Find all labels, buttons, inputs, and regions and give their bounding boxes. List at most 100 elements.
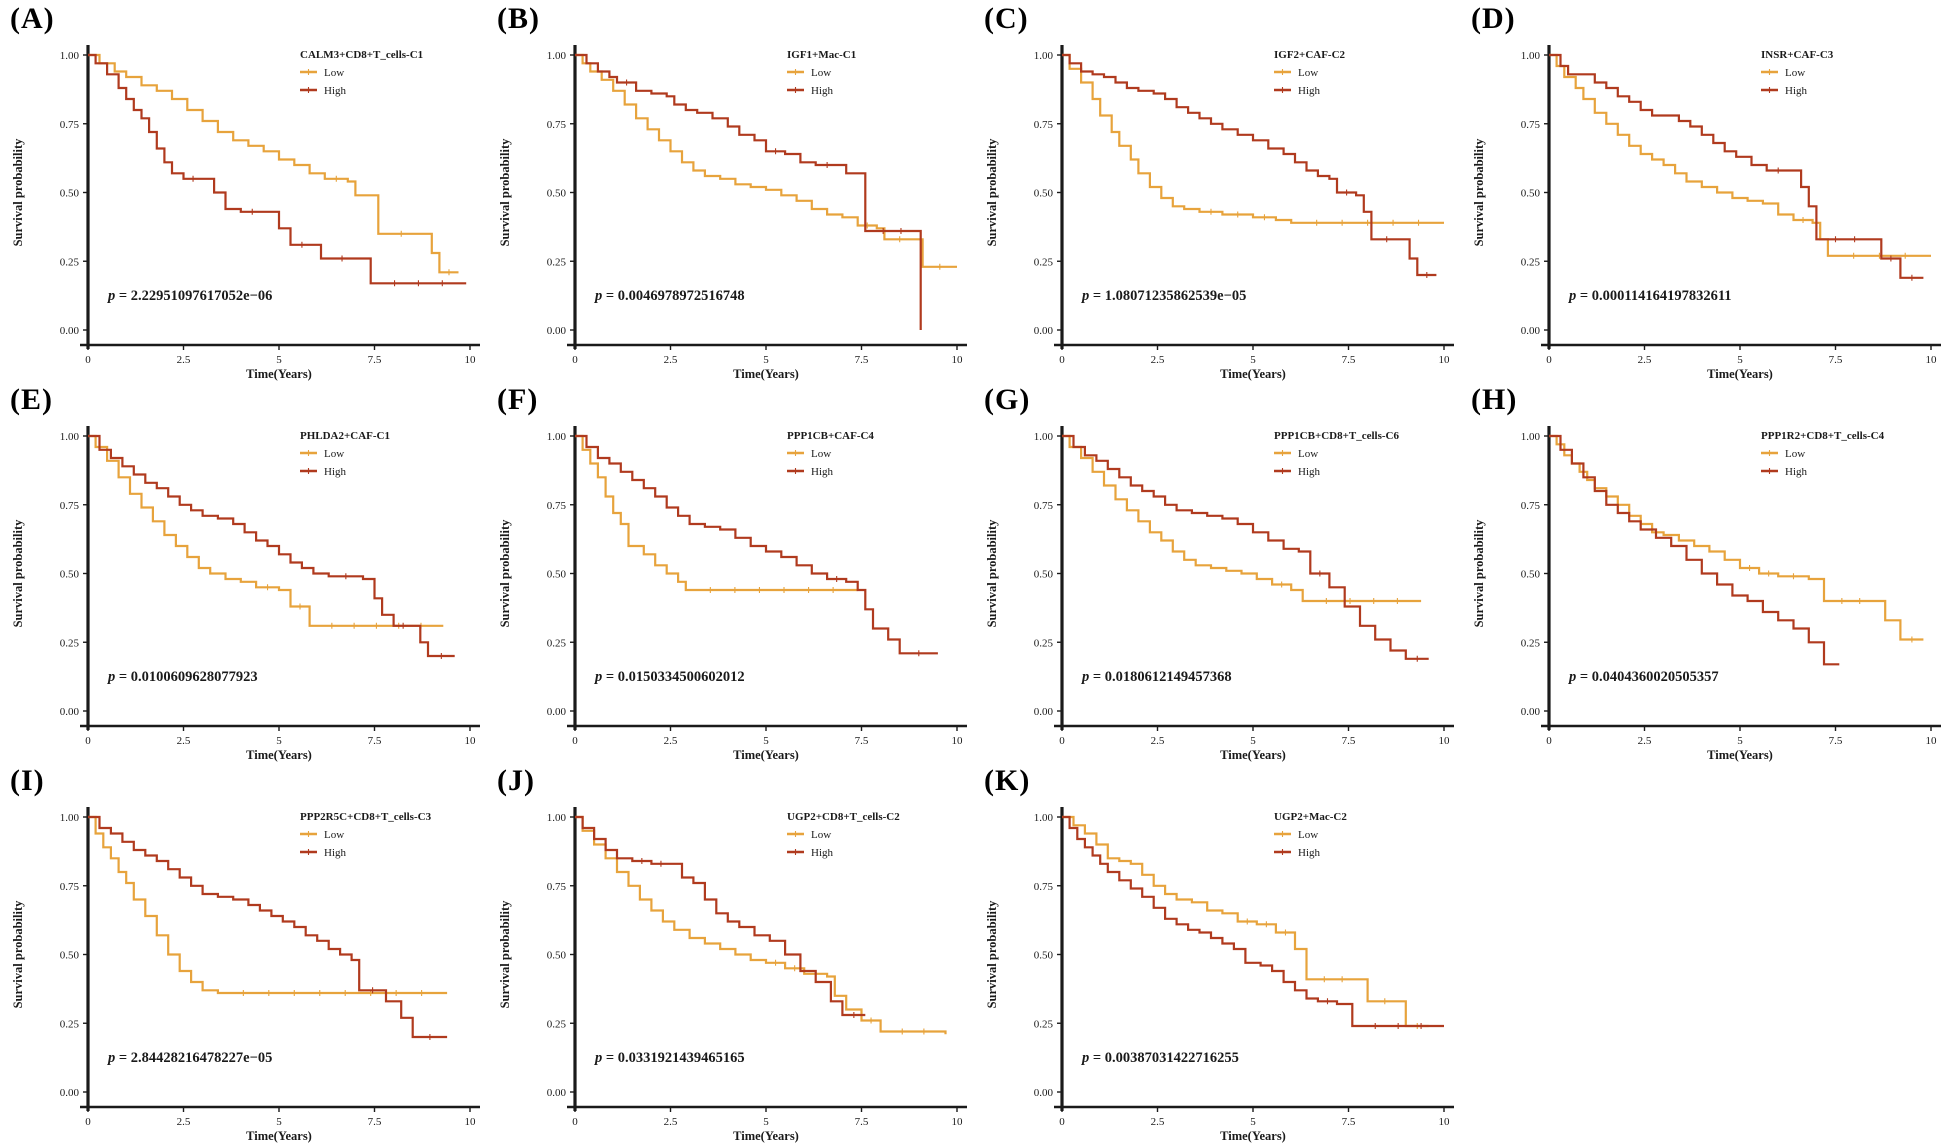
censor-mark [1383, 236, 1390, 243]
y-tick-label: 0.25 [1521, 256, 1541, 268]
censor-mark [333, 175, 340, 182]
censor-mark [1902, 252, 1909, 259]
y-tick-label: 1.00 [547, 431, 567, 443]
panel-E: (E) 0.00 0.25 0.50 0.75 1.00 0 2.5 5 7.5 10 Time(Ye… [0, 381, 487, 762]
x-axis-title: Time(Years) [733, 1129, 799, 1143]
y-tick-label: 0.00 [1034, 706, 1054, 718]
legend: PPP2R5C+CD8+T_cells-C3 Low High [300, 811, 432, 859]
censor-mark [1414, 655, 1421, 662]
x-tick-label: 0 [572, 354, 578, 366]
legend-entry-label: High [1785, 466, 1808, 478]
censor-mark [1279, 450, 1286, 456]
censor-mark [369, 987, 376, 994]
y-tick-label: 0.50 [60, 569, 80, 581]
y-tick-label: 0.75 [60, 119, 80, 131]
y-tick-label: 1.00 [1034, 431, 1054, 443]
x-tick-label: 10 [952, 735, 964, 747]
x-axis-title: Time(Years) [1220, 748, 1286, 762]
censor-mark [707, 587, 714, 593]
censor-mark [1339, 219, 1346, 226]
y-tick-label: 0.00 [60, 706, 80, 718]
censor-mark [328, 622, 335, 629]
censor-mark [896, 236, 903, 243]
panel-J: (J) 0.00 0.25 0.50 0.75 1.00 0 2.5 5 7.5 10 Time(Ye… [487, 762, 974, 1143]
legend: CALM3+CD8+T_cells-C1 Low High [300, 49, 423, 97]
censor-mark [1851, 236, 1858, 243]
panel-label: (J) [497, 764, 535, 797]
censor-mark [1316, 570, 1323, 577]
y-tick-label: 0.50 [60, 188, 80, 200]
y-axis-title: Survival probability [498, 900, 512, 1009]
p-value: p = 2.84428216478227e−05 [106, 1050, 272, 1066]
y-tick-label: 0.75 [60, 881, 80, 893]
y-axis-title: Survival probability [985, 519, 999, 628]
censor-mark [772, 959, 779, 966]
km-curve-low [88, 53, 459, 274]
y-tick-label: 0.00 [1034, 325, 1054, 337]
x-tick-label: 0 [1059, 354, 1065, 366]
censor-mark [781, 587, 788, 593]
legend-entry-label: Low [1298, 448, 1318, 460]
km-chart-E: 0.00 0.25 0.50 0.75 1.00 0 2.5 5 7.5 10 Time(Years… [11, 426, 480, 762]
censor-mark [400, 622, 407, 629]
y-tick-label: 0.00 [547, 325, 567, 337]
censor-mark [438, 653, 445, 659]
km-curve-low [1549, 53, 1931, 257]
km-curve-low [88, 434, 444, 627]
legend: IGF1+Mac-C1 Low High [787, 49, 856, 97]
legend-entry-label: Low [811, 67, 831, 79]
y-tick-label: 0.50 [547, 188, 567, 200]
censor-mark [936, 263, 943, 270]
y-tick-label: 0.25 [60, 1018, 80, 1030]
censor-mark [1370, 598, 1377, 604]
panel-I: (I) 0.00 0.25 0.50 0.75 1.00 0 2.5 5 7.5 10 Time(Ye… [0, 762, 487, 1143]
legend: PHLDA2+CAF-C1 Low High [300, 430, 390, 478]
censor-mark [1207, 208, 1214, 215]
legend: UGP2+Mac-C2 Low High [1274, 811, 1347, 859]
censor-mark [305, 87, 312, 93]
y-tick-label: 0.00 [1034, 1087, 1054, 1099]
km-curve-low [1062, 434, 1422, 603]
km-curve-high [1062, 434, 1429, 660]
censor-mark [1775, 167, 1782, 174]
km-curve-high [575, 434, 938, 655]
legend-title: INSR+CAF-C3 [1761, 49, 1834, 61]
panel-A: (A) 0.00 0.25 0.50 0.75 1.00 0 2.5 5 7.5 10 Time(Ye… [0, 0, 487, 381]
panel-B: (B) 0.00 0.25 0.50 0.75 1.00 0 2.5 5 7.5 10 Time(Ye… [487, 0, 974, 381]
x-tick-label: 7.5 [1342, 354, 1356, 366]
y-tick-label: 0.00 [1521, 706, 1541, 718]
km-curve-low [1062, 815, 1429, 1028]
legend-entry-label: Low [324, 448, 344, 460]
panel-H: (H) 0.00 0.25 0.50 0.75 1.00 0 2.5 5 7.5 10 Time(Ye… [1461, 381, 1948, 762]
x-tick-label: 5 [276, 735, 282, 747]
legend: IGF2+CAF-C2 Low High [1274, 49, 1346, 97]
legend-entry-label: Low [811, 448, 831, 460]
censor-mark [305, 69, 312, 75]
y-tick-label: 0.75 [1034, 500, 1054, 512]
censor-mark [1339, 976, 1346, 983]
x-axis-title: Time(Years) [733, 748, 799, 762]
x-tick-label: 2.5 [664, 1116, 678, 1128]
censor-mark [792, 87, 799, 93]
x-axis-title: Time(Years) [246, 1129, 312, 1143]
x-tick-label: 2.5 [1151, 354, 1165, 366]
km-curve-low [575, 53, 957, 268]
km-curve-high [1549, 53, 1924, 279]
x-tick-label: 5 [1737, 735, 1743, 747]
x-tick-label: 7.5 [1342, 1116, 1356, 1128]
x-tick-label: 2.5 [177, 735, 191, 747]
x-tick-label: 10 [1439, 354, 1451, 366]
x-tick-label: 2.5 [1638, 354, 1652, 366]
censor-mark [792, 450, 799, 456]
x-tick-label: 5 [1250, 735, 1256, 747]
p-value: p = 1.08071235862539e−05 [1080, 288, 1246, 304]
y-tick-label: 1.00 [1034, 50, 1054, 62]
censor-mark [1790, 573, 1797, 580]
censor-mark [1261, 214, 1268, 221]
censor-mark [920, 1028, 927, 1035]
legend-entry-label: High [1785, 85, 1808, 97]
legend: PPP1CB+CD8+T_cells-C6 Low High [1274, 430, 1399, 478]
legend-title: CALM3+CD8+T_cells-C1 [300, 49, 423, 61]
y-tick-label: 0.50 [1521, 188, 1541, 200]
x-tick-label: 2.5 [177, 1116, 191, 1128]
